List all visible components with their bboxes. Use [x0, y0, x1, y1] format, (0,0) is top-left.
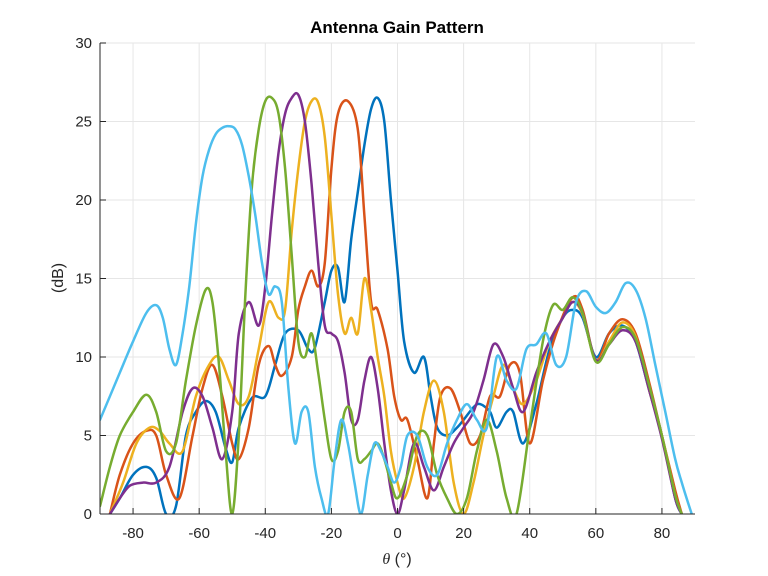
y-tick-label: 5 — [84, 428, 92, 445]
x-tick-label: -60 — [188, 525, 210, 542]
x-axis-variable: θ — [382, 551, 390, 568]
tick-labels: -80 -60 -40 -20 0 20 40 60 80 0 5 10 15 20 25 30 — [75, 35, 670, 542]
x-tick-label: 60 — [587, 525, 604, 542]
x-tick-label: 80 — [654, 525, 671, 542]
y-tick-label: 15 — [75, 271, 92, 288]
series-line-4 — [108, 91, 684, 514]
chart-title: Antenna Gain Pattern — [310, 18, 484, 37]
y-tick-label: 25 — [75, 114, 92, 131]
x-tick-label: 40 — [521, 525, 538, 542]
x-tick-label: 0 — [393, 525, 401, 542]
y-tick-label: 0 — [84, 506, 92, 523]
x-tick-label: -40 — [254, 525, 276, 542]
y-tick-label: 10 — [75, 349, 92, 366]
x-axis-unit: (°) — [395, 551, 412, 568]
y-tick-label: 20 — [75, 192, 92, 209]
y-tick-label: 30 — [75, 35, 92, 52]
axes — [99, 42, 695, 515]
x-tick-label: 20 — [455, 525, 472, 542]
series-line-6 — [100, 124, 693, 514]
series-group — [100, 91, 693, 514]
y-axis-label: (dB) — [50, 263, 67, 293]
x-tick-label: -80 — [122, 525, 144, 542]
x-axis-label: θ (°) — [382, 551, 411, 568]
x-tick-label: -20 — [321, 525, 343, 542]
series-line-5 — [100, 95, 684, 514]
